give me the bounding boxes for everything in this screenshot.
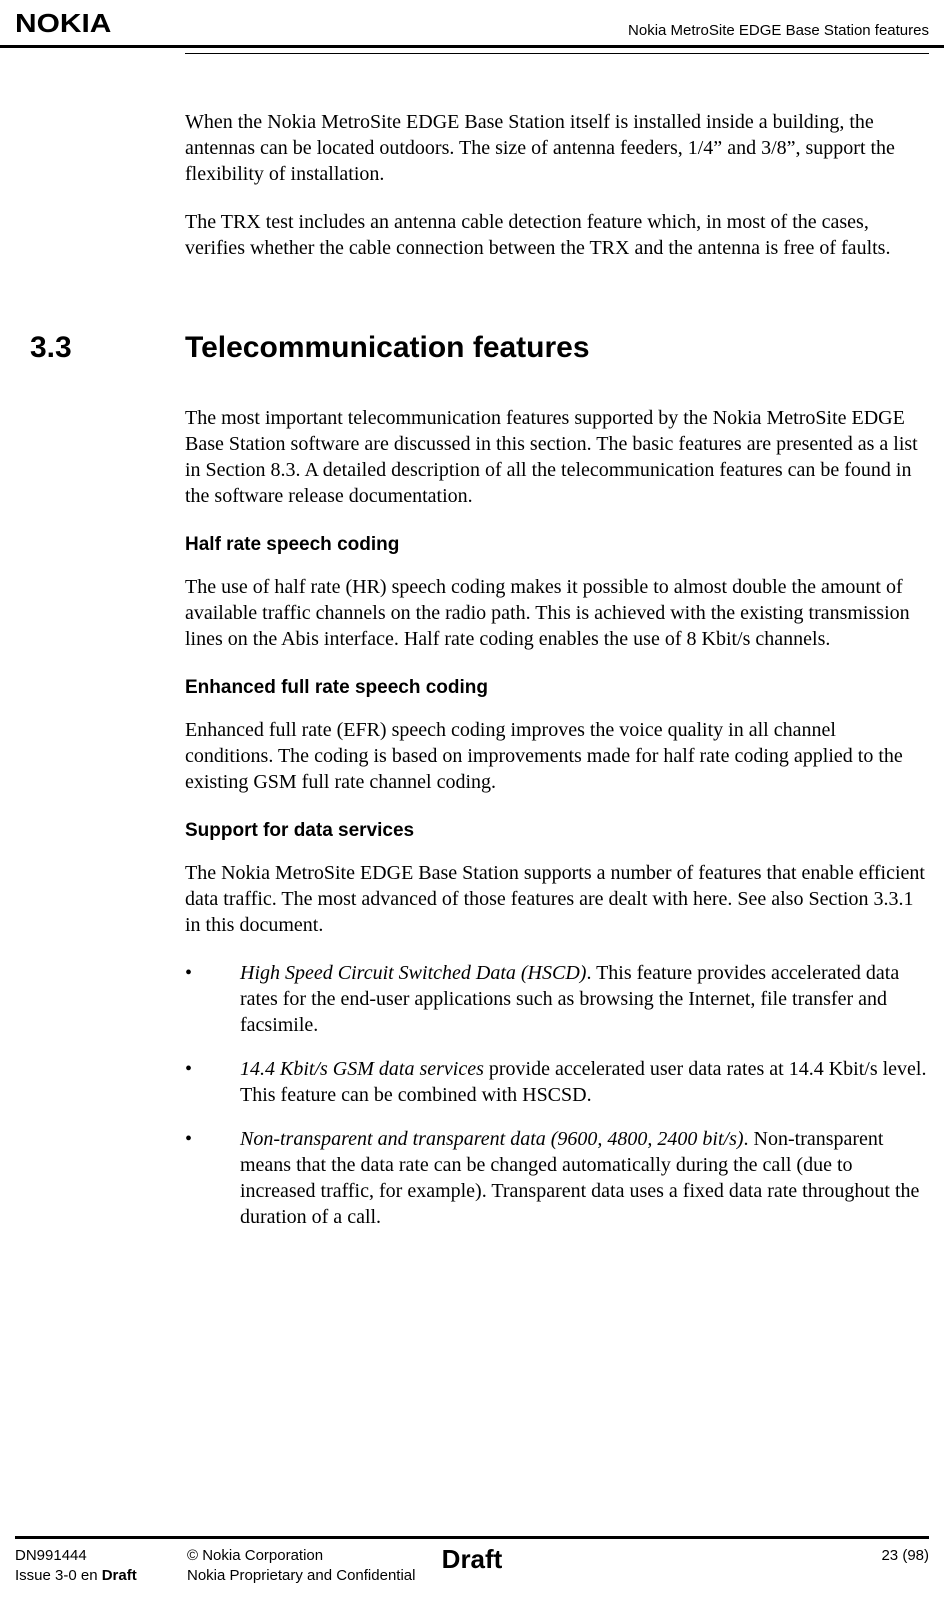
section-intro-paragraph: The most important telecommunication fea… <box>185 405 929 509</box>
content-area: When the Nokia MetroSite EDGE Base Stati… <box>0 54 944 1230</box>
page-header: NOKIA Nokia MetroSite EDGE Base Station … <box>0 0 944 48</box>
footer-rule <box>15 1536 929 1539</box>
list-item: 14.4 Kbit/s GSM data services provide ac… <box>185 1056 929 1108</box>
footer-issue: Issue 3-0 en Draft <box>15 1566 187 1586</box>
intro-paragraph-2: The TRX test includes an antenna cable d… <box>185 209 929 261</box>
bullet-emphasis: Non-transparent and transparent data (96… <box>240 1128 744 1150</box>
section-number: 3.3 <box>30 331 185 365</box>
list-item: High Speed Circuit Switched Data (HSCD).… <box>185 960 929 1038</box>
bullet-emphasis: High Speed Circuit Switched Data (HSCD) <box>240 962 586 984</box>
header-title: Nokia MetroSite EDGE Base Station featur… <box>628 22 929 39</box>
section-heading: 3.3 Telecommunication features <box>185 331 929 365</box>
subheading-efr: Enhanced full rate speech coding <box>185 677 929 699</box>
footer-confidential: Nokia Proprietary and Confidential <box>187 1566 881 1586</box>
bullet-list: High Speed Circuit Switched Data (HSCD).… <box>185 960 929 1230</box>
footer-copyright: © Nokia Corporation <box>187 1546 881 1566</box>
footer-left: DN991444 Issue 3-0 en Draft <box>15 1546 187 1585</box>
paragraph-half-rate: The use of half rate (HR) speech coding … <box>185 574 929 652</box>
footer-doc-id: DN991444 <box>15 1546 187 1566</box>
subheading-data-services: Support for data services <box>185 820 929 842</box>
page-footer: DN991444 Issue 3-0 en Draft © Nokia Corp… <box>15 1536 929 1585</box>
section-title: Telecommunication features <box>185 331 590 365</box>
footer-center: © Nokia Corporation Nokia Proprietary an… <box>187 1546 881 1585</box>
list-item: Non-transparent and transparent data (96… <box>185 1126 929 1230</box>
paragraph-data-services: The Nokia MetroSite EDGE Base Station su… <box>185 860 929 938</box>
bullet-emphasis: 14.4 Kbit/s GSM data services <box>240 1058 484 1080</box>
footer-page-number: 23 (98) <box>881 1546 929 1585</box>
intro-paragraph-1: When the Nokia MetroSite EDGE Base Stati… <box>185 109 929 187</box>
nokia-logo: NOKIA <box>15 8 111 39</box>
footer-draft-stamp: Draft <box>442 1543 503 1577</box>
paragraph-efr: Enhanced full rate (EFR) speech coding i… <box>185 717 929 795</box>
subheading-half-rate: Half rate speech coding <box>185 534 929 556</box>
